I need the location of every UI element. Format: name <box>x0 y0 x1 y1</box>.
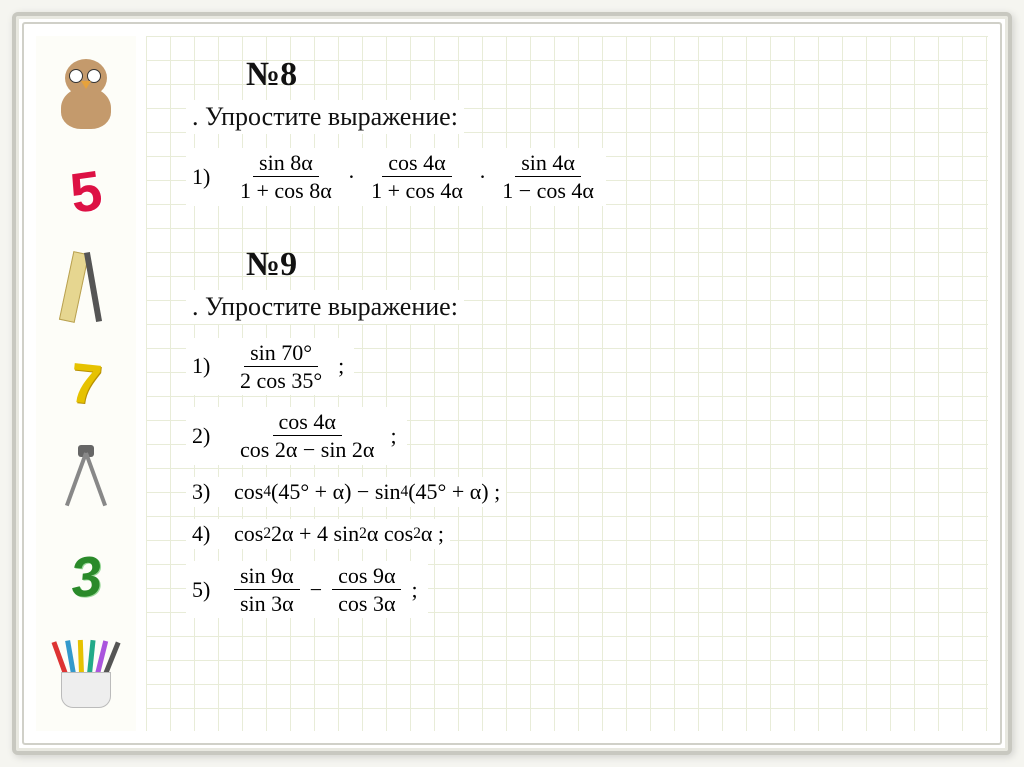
fraction-numerator: sin 8α <box>253 150 319 177</box>
expression-line: 1)sin 8α1 + cos 8α·cos 4α1 + cos 4α·sin … <box>186 148 606 206</box>
slide-content: №8. Упростите выражение:1)sin 8α1 + cos … <box>146 36 988 731</box>
item-number: 3) <box>192 479 220 505</box>
math-text: cos <box>234 479 263 505</box>
fraction: cos 4α1 + cos 4α <box>365 150 469 204</box>
problem-block: №9. Упростите выражение:1)sin 70°2 cos 3… <box>186 246 948 619</box>
problem-subtitle: . Упростите выражение: <box>186 290 464 324</box>
item-number: 1) <box>192 353 220 379</box>
owl-icon <box>46 54 126 134</box>
problem-number: №8 <box>186 56 948 94</box>
math-text: cos <box>234 521 263 547</box>
superscript: 2 <box>263 525 271 543</box>
expression-line: 4)cos2 2α + 4 sin2 α cos2 α ; <box>186 519 450 549</box>
fraction: sin 8α1 + cos 8α <box>234 150 338 204</box>
fraction-numerator: cos 4α <box>273 409 342 436</box>
problem-subtitle: . Упростите выражение: <box>186 100 464 134</box>
expression-line: 3)cos4 (45° + α) − sin4 (45° + α) ; <box>186 477 506 507</box>
problem-number: №9 <box>186 246 948 284</box>
math-text: (45° + α) − sin <box>271 479 400 505</box>
fraction-numerator: cos 9α <box>332 563 401 590</box>
fraction: sin 4α1 − cos 4α <box>496 150 600 204</box>
superscript: 4 <box>263 483 271 501</box>
fraction: cos 4αcos 2α − sin 2α <box>234 409 380 463</box>
superscript: 2 <box>359 525 367 543</box>
fraction-denominator: cos 2α − sin 2α <box>234 436 380 462</box>
operator: ; <box>334 353 348 379</box>
compass-icon <box>46 440 126 520</box>
superscript: 4 <box>401 483 409 501</box>
item-number: 5) <box>192 577 220 603</box>
item-number: 2) <box>192 423 220 449</box>
expression-line: 1) sin 70°2 cos 35°; <box>186 338 354 396</box>
fraction-denominator: 2 cos 35° <box>234 367 328 393</box>
operator: ; <box>407 577 421 603</box>
item-number: 4) <box>192 521 220 547</box>
math-text: α ; <box>421 521 444 547</box>
expression-line: 5) sin 9αsin 3α−cos 9αcos 3α; <box>186 561 428 619</box>
fraction-denominator: 1 + cos 8α <box>234 177 338 203</box>
math-text: 2α + 4 sin <box>271 521 359 547</box>
fraction-denominator: sin 3α <box>234 590 300 616</box>
expression-body: sin 8α1 + cos 8α·cos 4α1 + cos 4α·sin 4α… <box>234 150 600 204</box>
operator: − <box>306 577 326 603</box>
math-text: (45° + α) ; <box>408 479 500 505</box>
slide-frame: 5 7 3 <box>12 12 1012 755</box>
expression-body: sin 70°2 cos 35°; <box>234 340 348 394</box>
fraction-numerator: sin 4α <box>515 150 581 177</box>
expression-body: cos4 (45° + α) − sin4 (45° + α) ; <box>234 479 500 505</box>
math-text: α cos <box>367 521 413 547</box>
pencil-cup-icon <box>46 633 126 713</box>
operator: · <box>475 164 490 190</box>
ruler-pencil-icon <box>46 247 126 327</box>
item-number: 1) <box>192 164 220 190</box>
expression-body: cos2 2α + 4 sin2 α cos2 α ; <box>234 521 444 547</box>
fraction: cos 9αcos 3α <box>332 563 401 617</box>
decorative-sidebar: 5 7 3 <box>36 36 136 731</box>
fraction: sin 70°2 cos 35° <box>234 340 328 394</box>
fraction-denominator: 1 + cos 4α <box>365 177 469 203</box>
operator: · <box>344 164 359 190</box>
operator: ; <box>386 423 400 449</box>
superscript: 2 <box>413 525 421 543</box>
problem-block: №8. Упростите выражение:1)sin 8α1 + cos … <box>186 56 948 206</box>
fraction-numerator: sin 9α <box>234 563 300 590</box>
fraction-denominator: cos 3α <box>332 590 401 616</box>
expression-line: 2) cos 4αcos 2α − sin 2α; <box>186 407 407 465</box>
fraction-numerator: cos 4α <box>382 150 451 177</box>
fraction-denominator: 1 − cos 4α <box>496 177 600 203</box>
digit-5-icon: 5 <box>41 145 131 235</box>
fraction: sin 9αsin 3α <box>234 563 300 617</box>
expression-body: cos 4αcos 2α − sin 2α; <box>234 409 401 463</box>
expression-body: sin 9αsin 3α−cos 9αcos 3α; <box>234 563 422 617</box>
digit-7-icon: 7 <box>42 340 130 428</box>
digit-3-icon: 3 <box>42 532 130 620</box>
fraction-numerator: sin 70° <box>244 340 318 367</box>
